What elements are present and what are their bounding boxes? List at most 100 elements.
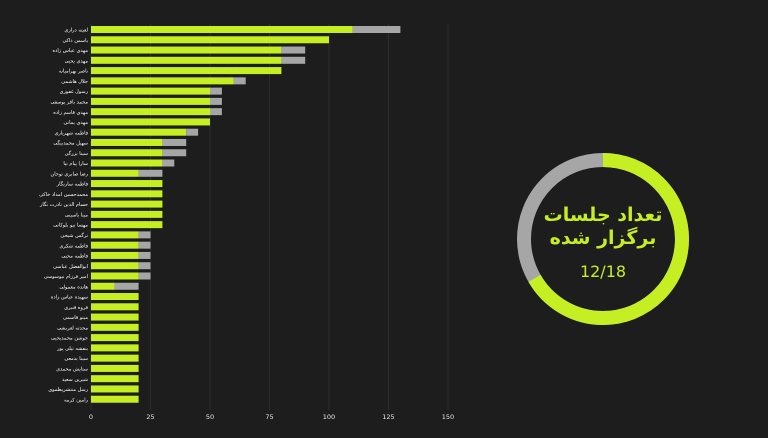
bar-segment-secondary [281, 46, 306, 54]
bar-segment-primary [91, 313, 139, 321]
x-tick-label: 0 [89, 413, 93, 421]
category-label: ابوالفضل عباسی [53, 264, 88, 270]
category-label: فاطمه محبی [61, 254, 88, 260]
bar-segment-primary [91, 282, 115, 290]
category-label: رسل منتشرپطموی [48, 387, 88, 393]
category-label: بنفشه تیلی پور [56, 346, 88, 352]
category-label: جوشن محمدیحیی [51, 336, 88, 342]
bar-segment-secondary [162, 159, 175, 167]
bar-segment-primary [91, 375, 139, 383]
bar-segment-secondary [186, 128, 199, 136]
x-tick-label: 50 [206, 413, 214, 421]
category-label: یاسمن ذاکی [62, 38, 88, 44]
bar-segment-primary [91, 293, 139, 301]
donut-completed-segment [517, 153, 689, 325]
category-label: ناصر بهرامیانه [59, 69, 88, 75]
category-label: رسول غفوری [60, 89, 89, 95]
bar-segment-primary [91, 149, 163, 157]
bars [91, 26, 401, 403]
bar-segment-primary [91, 190, 163, 198]
category-label: مهدی یمانی [64, 120, 89, 126]
bar-segment-primary [91, 67, 282, 75]
bar-segment-primary [91, 36, 329, 44]
bar-segment-primary [91, 262, 139, 270]
bar-segment-secondary [138, 241, 151, 249]
category-label: مینو قاسمی [63, 315, 88, 321]
bar-segment-secondary [138, 231, 151, 239]
bar-segment-primary [91, 221, 163, 229]
bar-segment-secondary [210, 108, 222, 116]
sessions-donut: تعداد جلسات برگزار شده 12/18 [516, 152, 690, 326]
category-label: مهدی عباس زاده [53, 48, 89, 54]
bar-segment-primary [91, 323, 139, 331]
category-label: لعیته درازی [64, 28, 88, 34]
bar-segment-secondary [162, 149, 187, 157]
category-label: محدثه لعربشی [57, 325, 88, 331]
bar-segment-secondary [138, 272, 151, 280]
x-tick-label: 75 [265, 413, 273, 421]
bar-segment-primary [91, 180, 163, 188]
category-label: سهیده عباس زاده [51, 295, 88, 301]
bar-segment-primary [91, 210, 163, 218]
bar-segment-primary [91, 169, 139, 177]
x-tick-label: 125 [382, 413, 394, 421]
bar-segment-primary [91, 272, 139, 280]
bar-segment-primary [91, 118, 210, 126]
category-label: امیر فرزام نیوسوسی [44, 274, 88, 280]
x-axis-ticks: 0 25 50 75 100 125 150 [89, 413, 454, 421]
bar-segment-primary [91, 354, 139, 362]
bar-segment-primary [91, 200, 163, 208]
bar-segment-secondary [138, 262, 151, 270]
bar-segment-primary [91, 303, 139, 311]
category-label: مینا یاسینی [65, 212, 88, 218]
bar-segment-primary [91, 251, 139, 259]
bar-segment-primary [91, 26, 353, 33]
category-label: فاطمه سارنگار [56, 181, 89, 188]
category-label: فاطمه شهریاری [54, 130, 88, 136]
bar-segment-primary [91, 241, 139, 249]
category-label: ستایش محمدی [56, 367, 88, 373]
bar-segment-primary [91, 128, 187, 136]
bar-segment-secondary [162, 138, 187, 146]
category-label: مهدی قاسم زاده [53, 110, 88, 116]
category-label: محمد باقر یوسفی [50, 99, 88, 105]
category-label: جلال هاشمی [61, 79, 88, 85]
donut-value: 12/18 [579, 262, 627, 281]
bar-segment-primary [91, 138, 163, 146]
category-label: محمدحسین امداد خاکی [39, 192, 88, 198]
category-label: سینا بدمعی [64, 356, 88, 362]
bar-segment-secondary [281, 56, 306, 64]
bar-segment-primary [91, 395, 139, 403]
bar-segment-primary [91, 87, 210, 95]
bar-segment-secondary [138, 251, 151, 259]
bar-segment-primary [91, 97, 210, 105]
category-label: فروه قنبری [64, 305, 88, 311]
bar-segment-primary [91, 46, 282, 54]
category-label: سینا بزرگی [65, 150, 88, 157]
category-label: هانده معمولی [59, 284, 88, 290]
bar-segment-primary [91, 159, 163, 167]
bar-segment-primary [91, 364, 139, 372]
x-tick-label: 150 [442, 413, 454, 421]
bar-segment-primary [91, 56, 282, 64]
x-tick-label: 25 [146, 413, 154, 421]
bar-segment-primary [91, 77, 234, 85]
bar-segment-primary [91, 231, 139, 239]
category-label: رضا صابری توحان [51, 171, 89, 177]
bar-segment-primary [91, 108, 210, 116]
category-label: فاطمه شکری [59, 243, 88, 249]
bar-segment-secondary [210, 97, 222, 105]
category-label: شیرین سعید [62, 377, 88, 383]
bar-segment-primary [91, 344, 139, 352]
bar-segment-secondary [352, 26, 401, 33]
category-label: سهیل محمدبیگی [53, 140, 88, 147]
category-label: رامین کرمه [64, 397, 88, 403]
donut-ring [517, 153, 689, 325]
category-label: حسام الدین نادرت نگار [39, 201, 88, 208]
bar-segment-primary [91, 385, 139, 393]
bar-segment-secondary [233, 77, 246, 85]
x-tick-label: 100 [323, 413, 335, 421]
bar-segment-primary [91, 334, 139, 342]
